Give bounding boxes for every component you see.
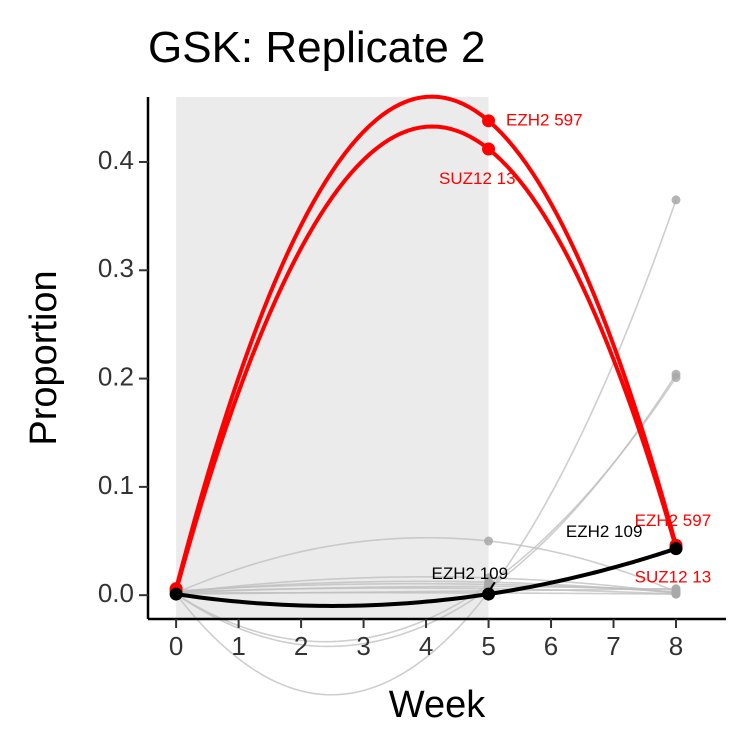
series-line-5 <box>175 199 677 696</box>
series-point-2-2 <box>482 142 496 156</box>
series-point-1-2 <box>482 114 496 128</box>
series-line-1 <box>174 94 679 591</box>
x-axis-title: Week <box>389 684 486 726</box>
series-point-5-3 <box>671 195 681 205</box>
chart-title: GSK: Replicate 2 <box>148 23 486 72</box>
series-point-14-3 <box>671 589 681 599</box>
series-point-3-2 <box>482 587 496 601</box>
x-tick-label-1: 1 <box>231 631 245 661</box>
series-line-8 <box>175 576 677 594</box>
x-tick-label-5: 5 <box>481 631 495 661</box>
x-tick-label-7: 7 <box>606 631 620 661</box>
annotation-connector-1 <box>487 581 496 593</box>
shaded-region <box>176 97 489 619</box>
x-tick-label-0: 0 <box>169 631 183 661</box>
annotation-label-3: EZH2 597 <box>635 511 712 530</box>
series-line-12 <box>175 587 677 595</box>
annotation-label-4: SUZ12 13 <box>635 567 712 586</box>
series-line-9 <box>175 580 677 594</box>
y-tick-label-0.0: 0.0 <box>98 578 134 608</box>
x-tick-label-3: 3 <box>356 631 370 661</box>
series-line-2 <box>174 124 679 593</box>
series-line-4 <box>175 536 677 594</box>
y-tick-label-0.4: 0.4 <box>98 145 134 175</box>
y-tick-label-0.3: 0.3 <box>98 253 134 283</box>
series-point-7-3 <box>671 372 681 382</box>
series-line-11 <box>175 582 677 593</box>
plot-area <box>176 97 489 619</box>
series-line-3 <box>174 546 679 608</box>
x-tick-label-2: 2 <box>294 631 308 661</box>
series-point-3-1 <box>169 587 183 601</box>
y-axis-title: Proportion <box>23 270 65 445</box>
x-tick-label-4: 4 <box>419 631 433 661</box>
axes: 0 1 2 3 4 5 6 7 8 0.0 0.1 0.2 0.3 0.4 <box>98 97 726 661</box>
annotation-label-1: EZH2 597 <box>506 110 583 129</box>
y-tick-label-0.2: 0.2 <box>98 361 134 391</box>
y-tick-label-0.1: 0.1 <box>98 470 134 500</box>
series-point-3-3 <box>669 542 683 556</box>
series-point-4-2 <box>484 536 494 546</box>
annotation-label-6: EZH2 109 <box>432 564 509 583</box>
x-tick-label-8: 8 <box>669 631 683 661</box>
x-tick-label-6: 6 <box>544 631 558 661</box>
annotation-label-5: EZH2 109 <box>566 522 643 541</box>
annotations: EZH2 597 SUZ12 13 EZH2 597 SUZ12 13 EZH2 109… <box>432 110 712 593</box>
highlighted-series <box>169 94 683 608</box>
series-line-14 <box>175 591 677 595</box>
annotation-label-2: SUZ12 13 <box>439 169 516 188</box>
